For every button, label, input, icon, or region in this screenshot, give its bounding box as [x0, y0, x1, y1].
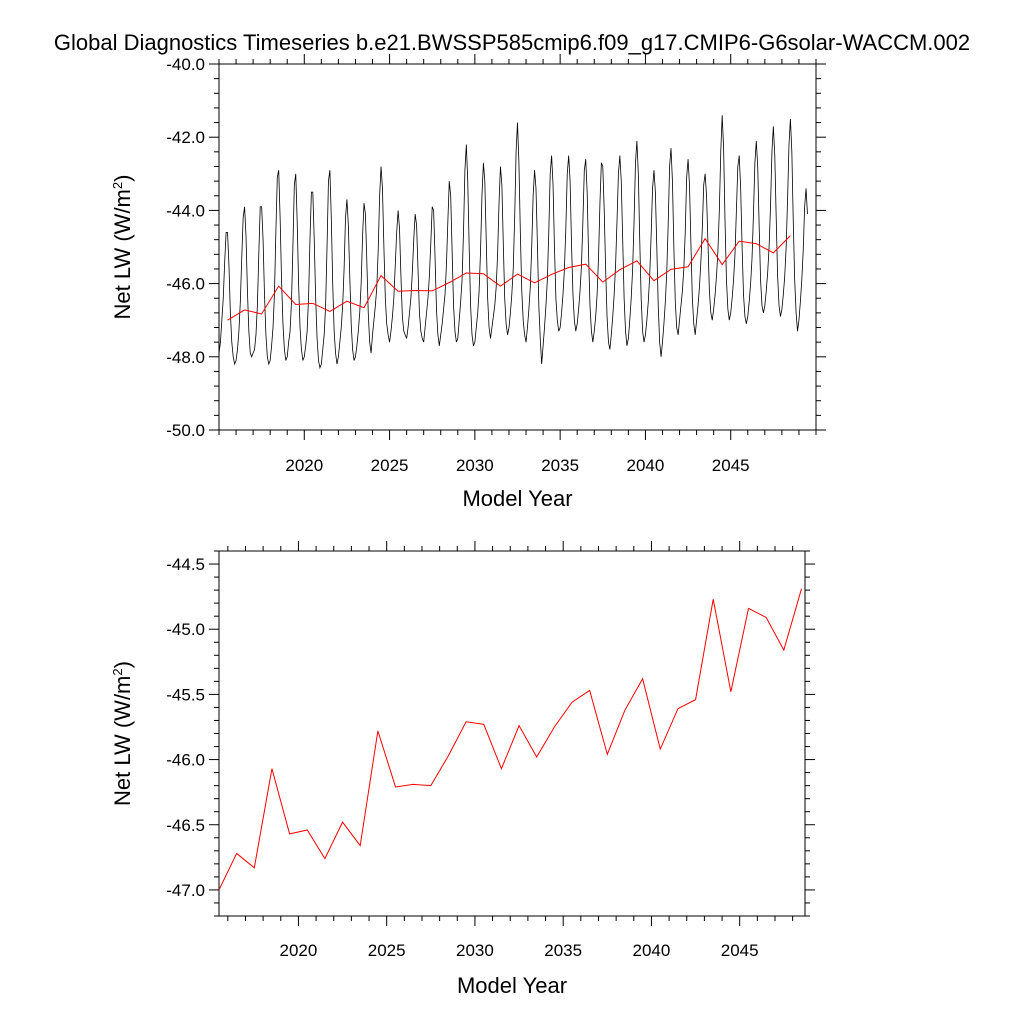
bottom-y-tick-label: -45.0: [166, 620, 205, 639]
top-x-tick-label: 2030: [456, 456, 494, 475]
panel-top: 2020 2025 2030 2035 2040 2045 -50.0 -48.0 -46.0 -…: [110, 54, 826, 511]
bottom-plot-frame: [218, 550, 806, 917]
bottom-y-axis-label: Net LW (W/m2): [110, 661, 135, 806]
bottom-y-tick-label: -46.5: [166, 816, 205, 835]
top-y-tick-label: -50.0: [166, 421, 205, 440]
bottom-x-axis-label: Model Year: [457, 973, 567, 998]
bottom-x-tick-label: 2020: [280, 941, 318, 960]
top-x-tick-label: 2045: [712, 456, 750, 475]
bottom-y-tick-label: -44.5: [166, 555, 205, 574]
top-y-tick-label: -42.0: [166, 128, 205, 147]
top-y-tick-label: -46.0: [166, 275, 205, 294]
top-x-tick-label: 2035: [541, 456, 579, 475]
top-x-tick-label: 2020: [285, 456, 323, 475]
bottom-y-tick-label: -45.5: [166, 685, 205, 704]
top-y-tick-label: -44.0: [166, 201, 205, 220]
bottom-y-tick-label: -47.0: [166, 881, 205, 900]
bottom-y-tick-label: -46.0: [166, 751, 205, 770]
top-plot-frame: [218, 63, 817, 431]
top-y-tick-label: -48.0: [166, 348, 205, 367]
top-series-monthly-line: [219, 115, 808, 370]
top-y-tick-label: -40.0: [166, 55, 205, 74]
bottom-x-tick-label: 2030: [456, 941, 494, 960]
bottom-x-tick-label: 2025: [368, 941, 406, 960]
top-series-annual-line: [227, 235, 791, 321]
bottom-x-tick-label: 2035: [544, 941, 582, 960]
top-x-tick-label: 2040: [627, 456, 665, 475]
bottom-x-tick-label: 2045: [721, 941, 759, 960]
panel-bottom: 2020 2025 2030 2035 2040 2045 -47.0 -46.5 -46.0 -…: [110, 541, 815, 998]
bottom-x-tick-label: 2040: [633, 941, 671, 960]
top-x-tick-label: 2025: [371, 456, 409, 475]
top-x-axis-label: Model Year: [462, 486, 572, 511]
top-y-axis-label: Net LW (W/m2): [110, 175, 135, 320]
figure-title: Global Diagnostics Timeseries b.e21.BWSS…: [54, 30, 970, 55]
bottom-series-annual-line: [219, 588, 802, 891]
